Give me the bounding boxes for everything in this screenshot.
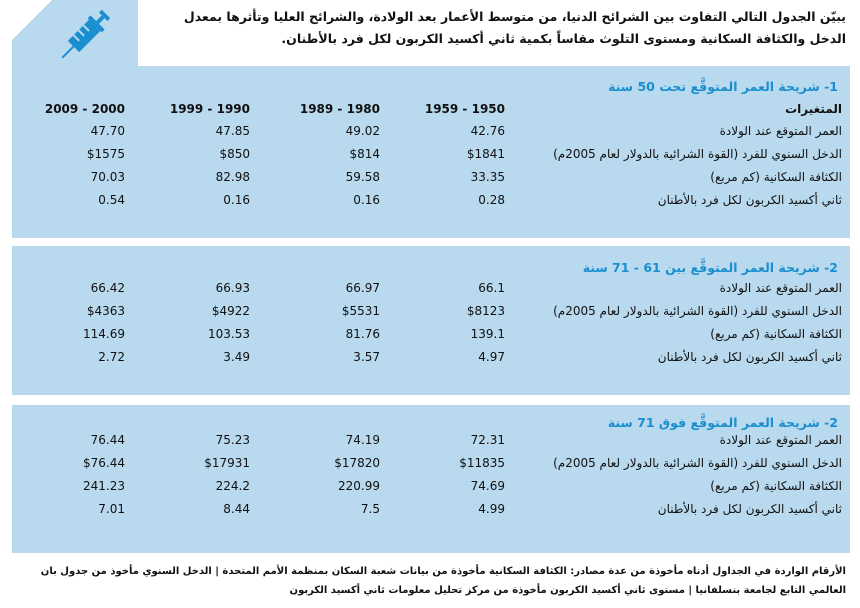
table-row: الكثافة السكانية (كم مربع) 74.69 220.99 224…: [12, 479, 850, 499]
table-cell: 47.85: [215, 124, 250, 138]
table-cell: 66.42: [90, 281, 125, 295]
table-cell: $8123: [466, 304, 505, 318]
table-cell: 59.58: [345, 170, 380, 184]
table-cell: 7.5: [360, 502, 380, 516]
table-cell: 4.99: [478, 502, 505, 516]
table-row: الكثافة السكانية (كم مربع) 33.35 59.58 82.9…: [12, 170, 850, 190]
table-cell: 66.97: [345, 281, 380, 295]
row-label: الكثافة السكانية (كم مربع): [710, 170, 842, 184]
table-cell: 42.76: [470, 124, 505, 138]
table-cell: 4.97: [478, 350, 505, 364]
table-cell: 2.72: [98, 350, 125, 364]
intro-text: يبيّن الجدول التالي التفاوت بين الشرائح …: [183, 9, 846, 46]
table-cell: 72.31: [470, 433, 505, 447]
section-panel-3: 2- شريحة العمر المتوقَّع فوق 71 سنة العمر…: [12, 405, 850, 553]
table-cell: 74.69: [470, 479, 505, 493]
table-cell: 75.23: [215, 433, 250, 447]
row-label: العمر المتوقع عند الولادة: [719, 124, 842, 138]
table-cell: $5531: [341, 304, 380, 318]
table-row: ثاني أكسيد الكربون لكل فرد بالأطنان 4.99 7…: [12, 502, 850, 522]
table-row: الدخل السنوي للفرد (القوة الشرائية بالدو…: [12, 304, 850, 324]
table-cell: 66.1: [478, 281, 505, 295]
period-header: 1999 - 1990: [169, 102, 250, 116]
variables-header: المتغيرات: [785, 102, 842, 116]
table-cell: 49.02: [345, 124, 380, 138]
table-cell: 139.1: [470, 327, 505, 341]
table-cell: 3.49: [223, 350, 250, 364]
table-cell: 0.28: [478, 193, 505, 207]
table-cell: $1841: [466, 147, 505, 161]
table-row: ثاني أكسيد الكربون لكل فرد بالأطنان 0.28 0…: [12, 193, 850, 213]
table-row: العمر المتوقع عند الولادة 66.1 66.97 66.93 6…: [12, 281, 850, 301]
table-cell: $17931: [204, 456, 250, 470]
row-label: الكثافة السكانية (كم مربع): [710, 327, 842, 341]
table-cell: $76.44: [83, 456, 125, 470]
syringe-icon: [61, 9, 111, 59]
row-label: ثاني أكسيد الكربون لكل فرد بالأطنان: [657, 350, 842, 364]
table-row: العمر المتوقع عند الولادة 72.31 74.19 75.23…: [12, 433, 850, 453]
table-cell: $17820: [334, 456, 380, 470]
table-row: الدخل السنوي للفرد (القوة الشرائية بالدو…: [12, 456, 850, 476]
period-header: 2009 - 2000: [44, 102, 125, 116]
table-cell: 66.93: [215, 281, 250, 295]
table-cell: 114.69: [83, 327, 125, 341]
table-cell: 70.03: [90, 170, 125, 184]
table-cell: 241.23: [83, 479, 125, 493]
table-cell: $4922: [211, 304, 250, 318]
header-row: المتغيرات 1959 - 1950 1989 - 1980 1999 - 19…: [12, 102, 850, 122]
table-cell: $814: [349, 147, 380, 161]
table-cell: 0.54: [98, 193, 125, 207]
table-cell: 3.57: [353, 350, 380, 364]
table-cell: 47.70: [90, 124, 125, 138]
table-cell: $4363: [86, 304, 125, 318]
table-row: العمر المتوقع عند الولادة 42.76 49.02 47.85…: [12, 124, 850, 144]
section-title: 2- شريحة العمر المتوقَّع فوق 71 سنة: [607, 415, 838, 430]
table-cell: 33.35: [470, 170, 505, 184]
table-cell: 81.76: [345, 327, 380, 341]
row-label: الدخل السنوي للفرد (القوة الشرائية بالدو…: [553, 147, 842, 161]
table-cell: 74.19: [345, 433, 380, 447]
row-label: ثاني أكسيد الكربون لكل فرد بالأطنان: [657, 193, 842, 207]
table-cell: 8.44: [223, 502, 250, 516]
section-panel-2: 2- شريحة العمر المتوقَّع بين 61 - 71 سنة…: [12, 246, 850, 395]
row-label: ثاني أكسيد الكربون لكل فرد بالأطنان: [657, 502, 842, 516]
table-cell: $11835: [459, 456, 505, 470]
period-header: 1959 - 1950: [424, 102, 505, 116]
table-row: الكثافة السكانية (كم مربع) 139.1 81.76 103.…: [12, 327, 850, 347]
row-label: الدخل السنوي للفرد (القوة الشرائية بالدو…: [553, 456, 842, 470]
row-label: العمر المتوقع عند الولادة: [719, 433, 842, 447]
row-label: الدخل السنوي للفرد (القوة الشرائية بالدو…: [553, 304, 842, 318]
table-cell: 103.53: [208, 327, 250, 341]
table-cell: $850: [219, 147, 250, 161]
table-cell: 7.01: [98, 502, 125, 516]
section-title: 1- شريحة العمر المتوقَّع تحت 50 سنة: [608, 79, 838, 94]
table-cell: 224.2: [215, 479, 250, 493]
row-label: العمر المتوقع عند الولادة: [719, 281, 842, 295]
table-cell: 82.98: [215, 170, 250, 184]
table-cell: 0.16: [353, 193, 380, 207]
row-label: الكثافة السكانية (كم مربع): [710, 479, 842, 493]
table-cell: 76.44: [90, 433, 125, 447]
period-header: 1989 - 1980: [299, 102, 380, 116]
footnote: الأرقام الواردة في الجداول أدناه مأخوذة …: [40, 566, 846, 596]
table-cell: 220.99: [338, 479, 380, 493]
section-title: 2- شريحة العمر المتوقَّع بين 61 - 71 سنة: [582, 260, 838, 275]
section-panel-1: 1- شريحة العمر المتوقَّع تحت 50 سنة المتغ…: [12, 66, 850, 238]
table-cell: 0.16: [223, 193, 250, 207]
table-row: ثاني أكسيد الكربون لكل فرد بالأطنان 4.97 3…: [12, 350, 850, 370]
table-cell: $1575: [86, 147, 125, 161]
table-row: الدخل السنوي للفرد (القوة الشرائية بالدو…: [12, 147, 850, 167]
